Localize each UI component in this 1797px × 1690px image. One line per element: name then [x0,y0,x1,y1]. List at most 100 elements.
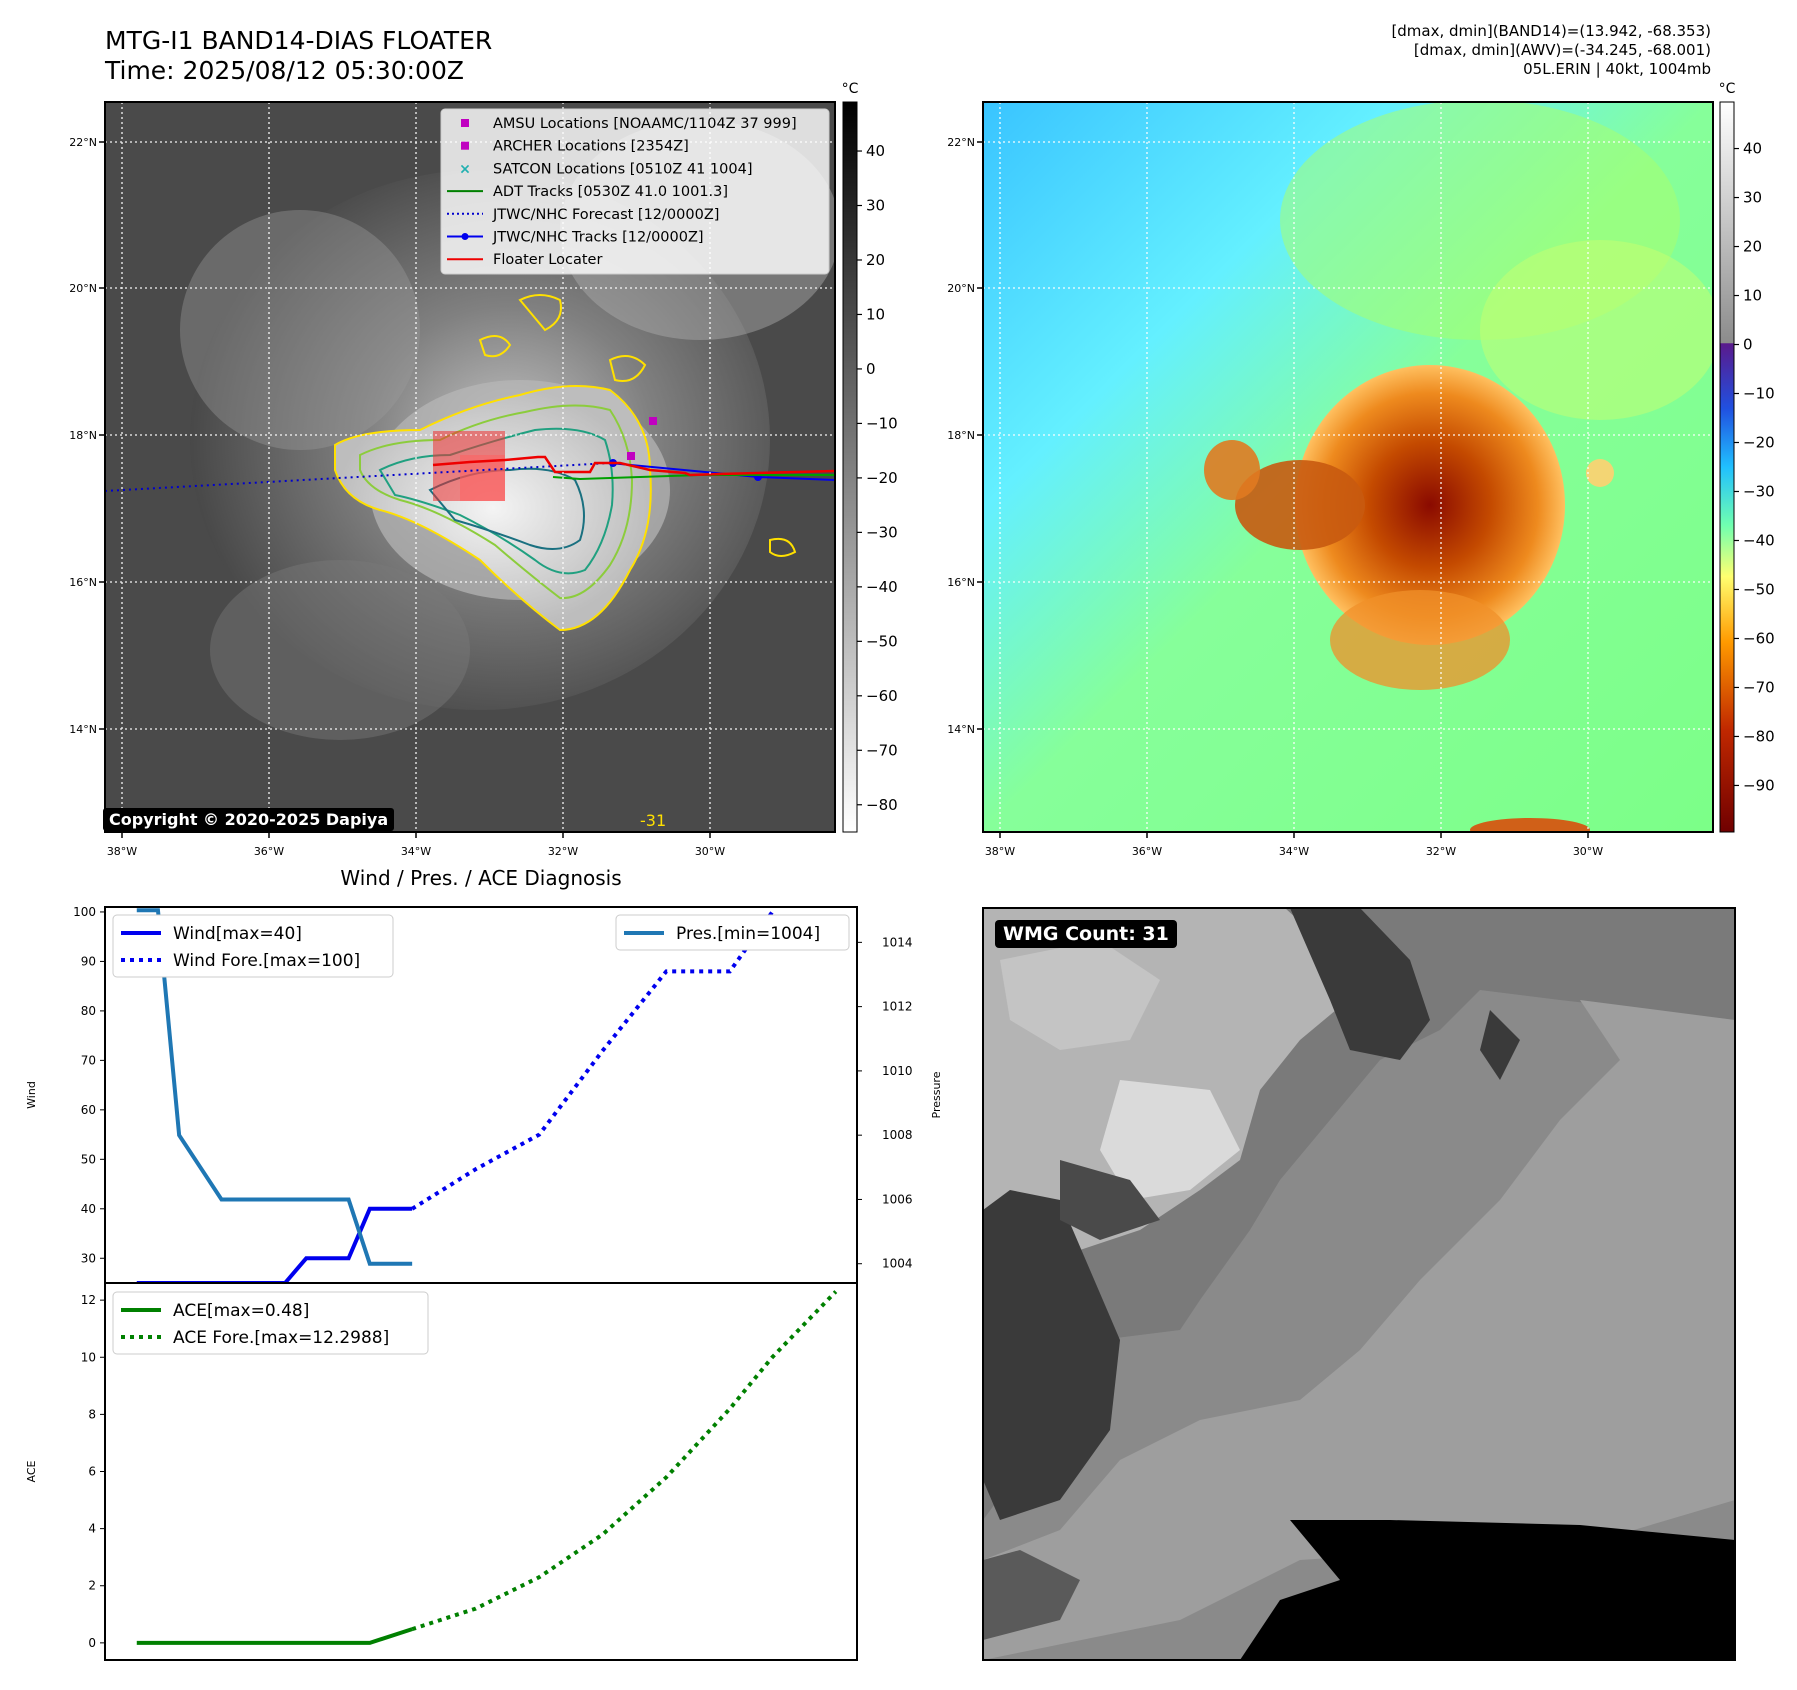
y2-tick-label: 1008 [882,1128,913,1142]
colorbar-tick-label: −30 [866,523,898,541]
wind-pressure-chart: 30 40 50 60 70 80 90 100 Wind 1004 1006 1008 1010 101… [25,905,943,1284]
colorbar-tick-label: −70 [866,741,898,759]
legend-label: JTWC/NHC Tracks [12/0000Z] [492,230,704,246]
awv-colorbar: °C 40 30 20 10 0 −10 −20 −30 −40 −50 −60 −70 −80 −90 [1719,81,1775,833]
diagnosis-title: Wind / Pres. / ACE Diagnosis [340,866,621,890]
lat-tick-label: 14°N [947,723,975,736]
colorbar-tick-label: 0 [866,360,876,378]
y-axis-label: ACE [25,1460,38,1482]
y2-tick-label: 1014 [882,935,913,949]
series-line [136,1206,413,1283]
colorbar-tick-label: −10 [866,414,898,432]
track-legend: AMSU Locations [NOAAMC/1104Z 37 999] ARCH… [440,108,830,275]
y-tick-label: 50 [81,1152,96,1166]
awv-map-panel: 38°W 36°W 34°W 32°W 30°W 22°N 20°N 18°N 16°N 14°N [947,101,1714,858]
y-tick-label: 12 [81,1293,96,1307]
info-storm-status: 05L.ERIN | 40kt, 1004mb [1523,60,1711,78]
copyright-badge: Copyright © 2020-2025 Dapiya [103,808,395,831]
y-tick-label: 2 [88,1579,96,1593]
y-tick-label: 30 [81,1251,96,1265]
amsu-marker [649,417,657,425]
y2-axis-label: Pressure [930,1071,943,1118]
legend-label: SATCON Locations [0510Z 41 1004] [493,161,752,177]
lat-tick-label: 20°N [69,282,97,295]
series-line [136,1627,413,1645]
colorbar-tick-label: 0 [1743,336,1753,354]
contour-outer [334,385,652,632]
y-tick-label: 8 [88,1407,96,1421]
y2-tick-label: 1004 [882,1257,913,1271]
lat-tick-label: 16°N [69,576,97,589]
legend-marker [461,141,469,150]
legend-label: Pres.[min=1004] [676,924,820,944]
lat-tick-label: 22°N [69,136,97,149]
colorbar-tick-label: −30 [1743,482,1775,500]
y2-tick-label: 1012 [882,1000,913,1014]
y-tick-label: 0 [88,1636,96,1650]
lon-tick-label: 32°W [548,845,578,858]
series-line [411,910,774,1211]
lon-tick-label: 38°W [107,845,137,858]
legend-label: Wind Fore.[max=100] [173,951,360,971]
y-tick-label: 70 [81,1053,96,1067]
colorbar-tick-label: 40 [866,142,885,160]
colorbar-tick-label: −60 [866,687,898,705]
lon-tick-label: 36°W [1132,845,1162,858]
info-band14-range: [dmax, dmin](BAND14)=(13.942, -68.353) [1391,22,1711,40]
lat-tick-label: 18°N [69,429,97,442]
colorbar-tick-label: −40 [866,578,898,596]
legend-label: ARCHER Locations [2354Z] [493,139,689,155]
colorbar-tick-label: −80 [1743,727,1775,745]
y2-tick-label: 1006 [882,1192,913,1206]
colorbar-tick-label: 10 [866,305,885,323]
legend-label: ACE[max=0.48] [173,1301,309,1321]
y-tick-label: 100 [73,905,96,919]
lon-tick-label: 34°W [1279,845,1309,858]
wmg-panel [982,907,1736,1661]
y2-tick-label: 1010 [882,1064,913,1078]
lon-tick-label: 38°W [985,845,1015,858]
colorbar-tick-label: −50 [866,632,898,650]
colorbar-tick-label: −80 [866,796,898,814]
lat-tick-label: 14°N [69,723,97,736]
y-tick-label: 80 [81,1004,96,1018]
archer-marker [627,452,635,460]
ace-chart: 0 2 4 6 8 10 12 ACE ACE[max=0.48] ACE Fore.[max=1… [25,1282,858,1661]
storm-cold-tops [1295,365,1565,645]
legend-label: JTWC/NHC Forecast [12/0000Z] [492,207,719,223]
colorbar-tick-label: 30 [866,197,885,215]
floater-locater-track [432,455,835,477]
lat-tick-label: 20°N [947,282,975,295]
y-tick-label: 10 [81,1350,96,1364]
figure-title: MTG-I1 BAND14-DIAS FLOATER Time: 2025/08… [105,26,492,86]
colorbar-tick-label: −20 [1743,434,1775,452]
title-product: MTG-I1 BAND14-DIAS FLOATER [105,26,493,55]
ir-colorbar: °C 40 30 20 10 0 −10 −20 −30 −40 −50 −60 −70 −80 [842,81,898,833]
y-tick-label: 6 [88,1465,96,1479]
y-tick-label: 4 [88,1522,96,1536]
legend-label: ACE Fore.[max=12.2988] [173,1328,389,1348]
jtwc-forecast-track [105,462,611,492]
legend-marker: × [459,161,471,177]
colorbar-tick-label: 10 [1743,287,1762,305]
storm-info: [dmax, dmin](BAND14)=(13.942, -68.353) [… [1391,22,1711,79]
awv-colorbar-unit: °C [1719,81,1736,97]
colorbar-tick-label: −90 [1743,776,1775,794]
lon-tick-label: 30°W [695,845,725,858]
adt-track [552,474,835,481]
wmg-cold-region [1240,1520,1735,1660]
legend-label: AMSU Locations [NOAAMC/1104Z 37 999] [493,116,797,132]
y-tick-label: 90 [81,954,96,968]
series-line [136,908,413,1266]
colorbar-tick-label: −10 [1743,385,1775,403]
title-time: Time: 2025/08/12 05:30:00Z [105,56,464,85]
colorbar-tick-label: 40 [1743,140,1762,158]
colorbar-tick-label: 30 [1743,189,1762,207]
colorbar-tick-label: 20 [866,251,885,269]
colorbar-tick-label: −50 [1743,580,1775,598]
colorbar-tick-label: −60 [1743,629,1775,647]
legend-label: ADT Tracks [0530Z 41.0 1001.3] [493,184,728,200]
lon-tick-label: 30°W [1573,845,1603,858]
y-tick-label: 60 [81,1103,96,1117]
